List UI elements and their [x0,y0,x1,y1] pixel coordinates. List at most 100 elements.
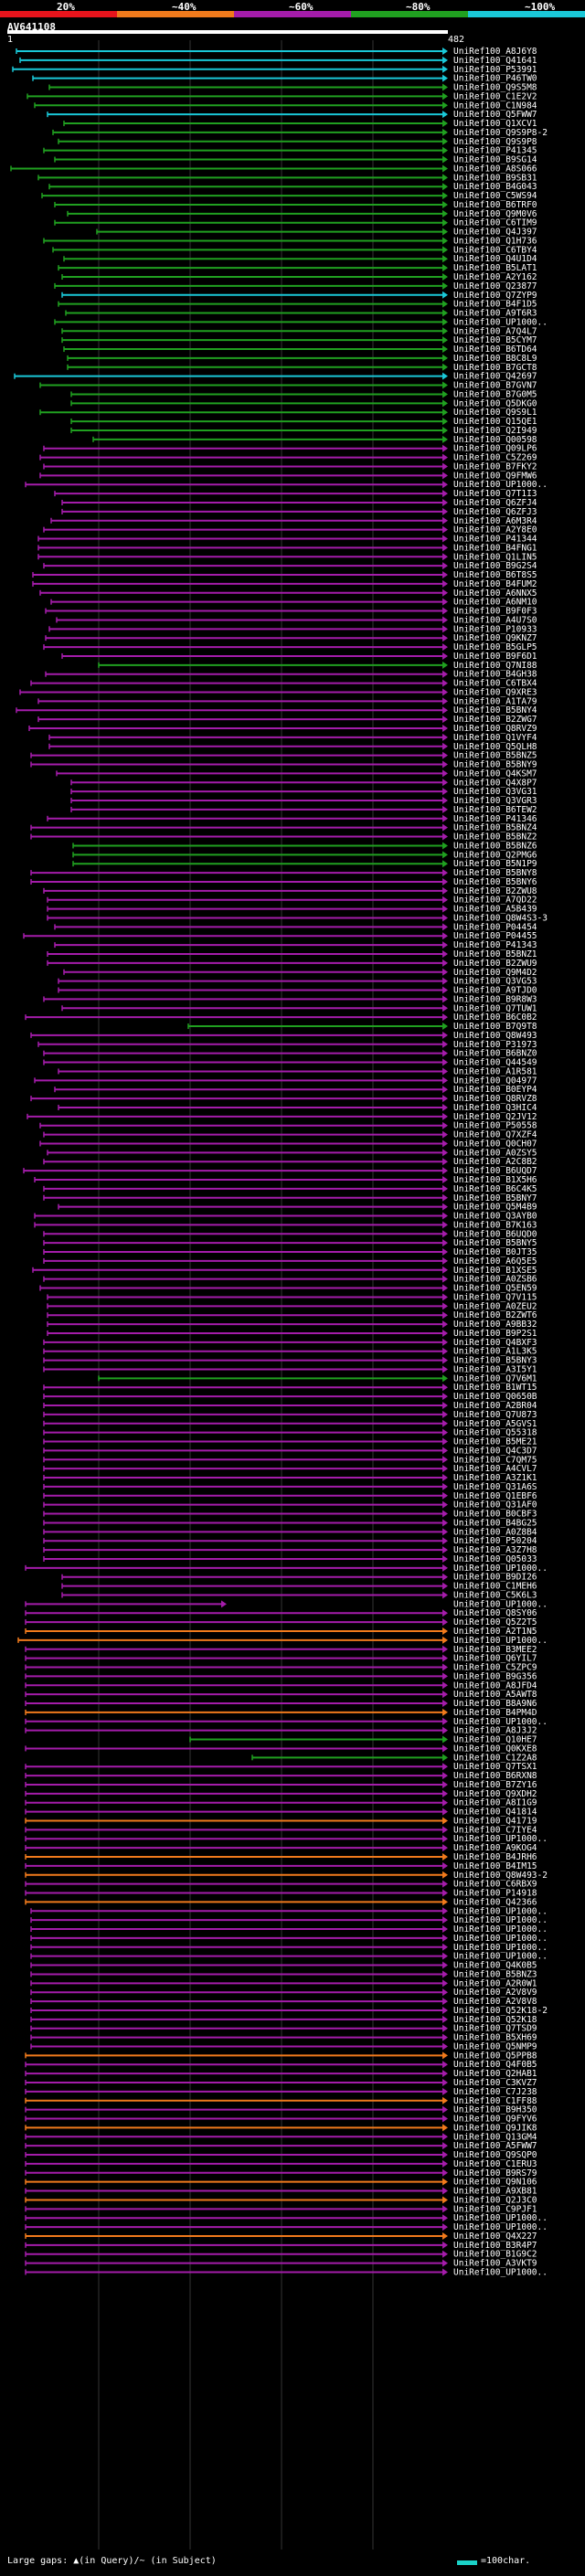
hit-end-arrow [442,1239,448,1247]
hit-end-arrow [442,1193,448,1202]
hit-label: UniRef100_A9KOG4 [453,1843,537,1853]
hit-label: UniRef100_B9P2S1 [453,1329,537,1339]
hit-end-arrow [442,1546,448,1554]
hit-end-arrow [442,742,448,750]
hit-label: UniRef100_P31973 [453,1040,537,1050]
hit-end-arrow [442,1293,448,1301]
hit-end-arrow [442,1934,448,1942]
hit-label: UniRef100_Q9M0V6 [453,209,537,219]
hit-end-arrow [442,1112,448,1120]
hit-label: UniRef100_B6C0B2 [453,1012,537,1023]
hit-label: UniRef100_A5GVS1 [453,1419,537,1429]
hit-end-arrow [442,1961,448,1969]
hit-label: UniRef100_B7Q9T8 [453,1022,537,1032]
hit-end-arrow [442,83,448,91]
hit-label: UniRef100_A1TA79 [453,696,537,706]
hit-label: UniRef100_A0ZSB6 [453,1275,537,1285]
hit-label: UniRef100_UP1000.. [453,1943,548,1953]
hit-label: UniRef100_B5LAT1 [453,263,537,273]
legend-label-40: ~40% [172,1,197,13]
hit-label: UniRef100_B7GCT8 [453,363,537,373]
hit-end-arrow [442,1491,448,1500]
hit-end-arrow [442,92,448,101]
hit-end-arrow [442,2178,448,2186]
hit-label: UniRef100_Q3VGR3 [453,796,537,806]
hit-end-arrow [442,544,448,552]
hit-label: UniRef100_B1X5H6 [453,1175,537,1185]
hit-label: UniRef100_B2ZWU9 [453,959,537,969]
hit-label: UniRef100_B5BNZ4 [453,823,537,833]
hit-label: UniRef100_P04454 [453,922,537,932]
hit-label: UniRef100_Q41814 [453,1807,537,1818]
hit-label: UniRef100_B6C4K5 [453,1184,537,1194]
hit-label: UniRef100_UP1000.. [453,1834,548,1844]
hit-label: UniRef100_Q7U873 [453,1410,537,1420]
hit-end-arrow [442,1591,448,1599]
hit-label: UniRef100_B4F1D5 [453,300,537,310]
hit-end-arrow [442,1031,448,1039]
hit-label: UniRef100_B8C8L9 [453,354,537,364]
hit-end-arrow [442,1500,448,1509]
hit-label: UniRef100_Q3VG31 [453,787,537,797]
hit-end-arrow [442,1329,448,1337]
hit-label: UniRef100_Q5DKG0 [453,398,537,408]
hit-label: UniRef100_B9G2S4 [453,561,537,571]
hit-label: UniRef100_Q0650B [453,1392,537,1402]
hit-end-arrow [442,372,448,380]
hit-label: UniRef100_A8S066 [453,164,537,174]
hit-label: UniRef100_Q0CH07 [453,1139,537,1149]
hit-label: UniRef100_B4FNG1 [453,543,537,553]
hit-end-arrow [442,643,448,652]
hit-end-arrow [442,1627,448,1635]
hit-label: UniRef100_Q1VYF4 [453,733,537,743]
hit-label: UniRef100_B6BNZ0 [453,1049,537,1059]
hit-label: UniRef100_B1XSE5 [453,1266,537,1276]
hit-end-arrow [442,625,448,633]
hit-label: UniRef100_C1E2V2 [453,91,537,101]
hit-label: UniRef100_Q9KNZ7 [453,633,537,643]
hit-end-arrow [442,1554,448,1563]
hit-end-arrow [442,1708,448,1716]
hit-end-arrow [442,481,448,489]
hit-label: UniRef100_A1R581 [453,1066,537,1076]
hit-end-arrow [442,1582,448,1590]
hit-end-arrow [442,1004,448,1012]
hit-end-arrow [442,1275,448,1283]
hit-label: UniRef100_B6TD64 [453,345,537,355]
hit-end-arrow [442,200,448,208]
hit-label: UniRef100_C6TIM9 [453,218,537,228]
hit-label: UniRef100_Q04977 [453,1076,537,1086]
hit-label: UniRef100_B4PM4D [453,1708,537,1718]
hit-end-arrow [442,725,448,732]
hit-end-arrow [442,1212,448,1220]
hit-end-arrow [442,1176,448,1183]
hit-end-arrow [442,1086,448,1094]
hit-label: UniRef100_C7IYE4 [453,1825,537,1835]
hit-label: UniRef100_B4FUM2 [453,579,537,589]
hit-end-arrow [442,1076,448,1085]
hit-end-arrow [442,1853,448,1860]
hit-label: UniRef100_Q8RVZ8 [453,1094,537,1104]
hit-end-arrow [442,1347,448,1355]
hit-label: UniRef100_Q6ZFJ4 [453,498,537,508]
hit-end-arrow [442,1203,448,1211]
hit-end-arrow [442,2142,448,2150]
hit-label: UniRef100_UP1000.. [453,1599,548,1609]
hit-end-arrow [442,1040,448,1048]
hit-end-arrow [442,1663,448,1671]
hit-end-arrow [442,923,448,931]
hit-label: UniRef100_Q8W493-2 [453,1871,548,1881]
hit-label: UniRef100_A7QD22 [453,896,537,906]
hit-end-arrow [442,1393,448,1401]
hit-label: UniRef100_B6T8S5 [453,570,537,580]
hit-end-arrow [442,886,448,895]
hit-end-arrow [442,1970,448,1978]
hit-label: UniRef100_B5BNY4 [453,705,537,716]
hit-end-arrow [442,300,448,308]
hit-label: UniRef100_A2V8V8 [453,1997,537,2007]
legend-band-20 [0,11,117,17]
hit-end-arrow [442,1510,448,1518]
hit-label: UniRef100_B6RXN8 [453,1771,537,1781]
hit-label: UniRef100_P41344 [453,535,537,545]
hit-end-arrow [442,327,448,335]
